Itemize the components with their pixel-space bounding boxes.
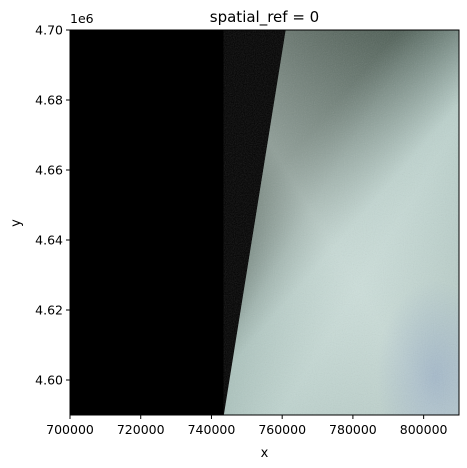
axes-frame xyxy=(69,29,460,416)
x-tick-label: 720000 xyxy=(117,422,165,437)
y-tick-label: 4.64 xyxy=(35,233,63,248)
y-offset-label: 1e6 xyxy=(70,11,94,26)
y-tick-label: 4.60 xyxy=(35,373,63,388)
x-tick-label: 740000 xyxy=(188,422,236,437)
x-tick-label: 800000 xyxy=(400,422,448,437)
x-tick-label: 780000 xyxy=(329,422,377,437)
y-tick-label: 4.70 xyxy=(35,23,63,38)
texture-speckle xyxy=(223,30,459,415)
y-tick-label: 4.68 xyxy=(35,93,63,108)
y-tick-label: 4.62 xyxy=(35,303,63,318)
x-tick-label: 760000 xyxy=(258,422,306,437)
y-tick-label: 4.66 xyxy=(35,163,63,178)
x-axis: 700000 720000 740000 760000 780000 800000 xyxy=(46,415,448,437)
y-axis-title: y xyxy=(9,219,24,227)
x-tick-label: 700000 xyxy=(46,422,94,437)
plot-area xyxy=(69,29,460,416)
chart-title: spatial_ref = 0 xyxy=(210,8,319,27)
y-axis: 4.60 4.62 4.64 4.66 4.68 4.70 xyxy=(35,23,70,388)
x-axis-title: x xyxy=(261,446,269,461)
